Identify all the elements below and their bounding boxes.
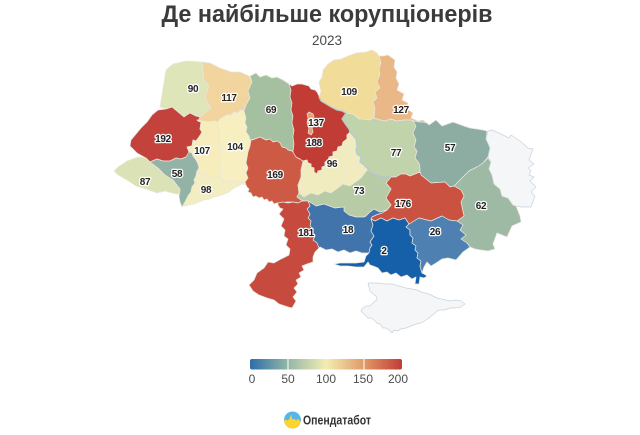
svg-text:18: 18 (343, 225, 354, 236)
svg-text:57: 57 (445, 143, 456, 154)
svg-text:150: 150 (353, 372, 373, 386)
svg-text:188: 188 (306, 138, 323, 149)
svg-text:176: 176 (395, 199, 412, 210)
svg-text:2: 2 (381, 246, 387, 257)
svg-text:109: 109 (341, 87, 358, 98)
svg-text:98: 98 (201, 185, 212, 196)
svg-text:62: 62 (476, 201, 487, 212)
svg-text:26: 26 (430, 227, 441, 238)
svg-text:58: 58 (172, 169, 183, 180)
svg-text:104: 104 (227, 142, 244, 153)
svg-text:87: 87 (140, 177, 151, 188)
svg-text:2023: 2023 (312, 33, 342, 48)
svg-text:107: 107 (194, 146, 211, 157)
svg-text:117: 117 (221, 93, 237, 104)
svg-text:169: 169 (267, 170, 284, 181)
svg-text:Де найбільше корупціонерів: Де найбільше корупціонерів (162, 1, 493, 28)
svg-text:200: 200 (388, 372, 408, 386)
svg-text:127: 127 (393, 105, 410, 116)
svg-text:90: 90 (188, 84, 199, 95)
svg-text:77: 77 (391, 148, 402, 159)
svg-text:96: 96 (327, 159, 338, 170)
svg-text:181: 181 (298, 228, 315, 239)
svg-text:73: 73 (354, 186, 365, 197)
svg-text:0: 0 (249, 372, 256, 386)
svg-text:69: 69 (266, 105, 277, 116)
svg-text:192: 192 (155, 134, 172, 145)
svg-text:137: 137 (308, 118, 325, 129)
svg-text:Опендатабот: Опендатабот (303, 413, 371, 428)
svg-text:100: 100 (316, 372, 336, 386)
svg-text:50: 50 (281, 372, 295, 386)
